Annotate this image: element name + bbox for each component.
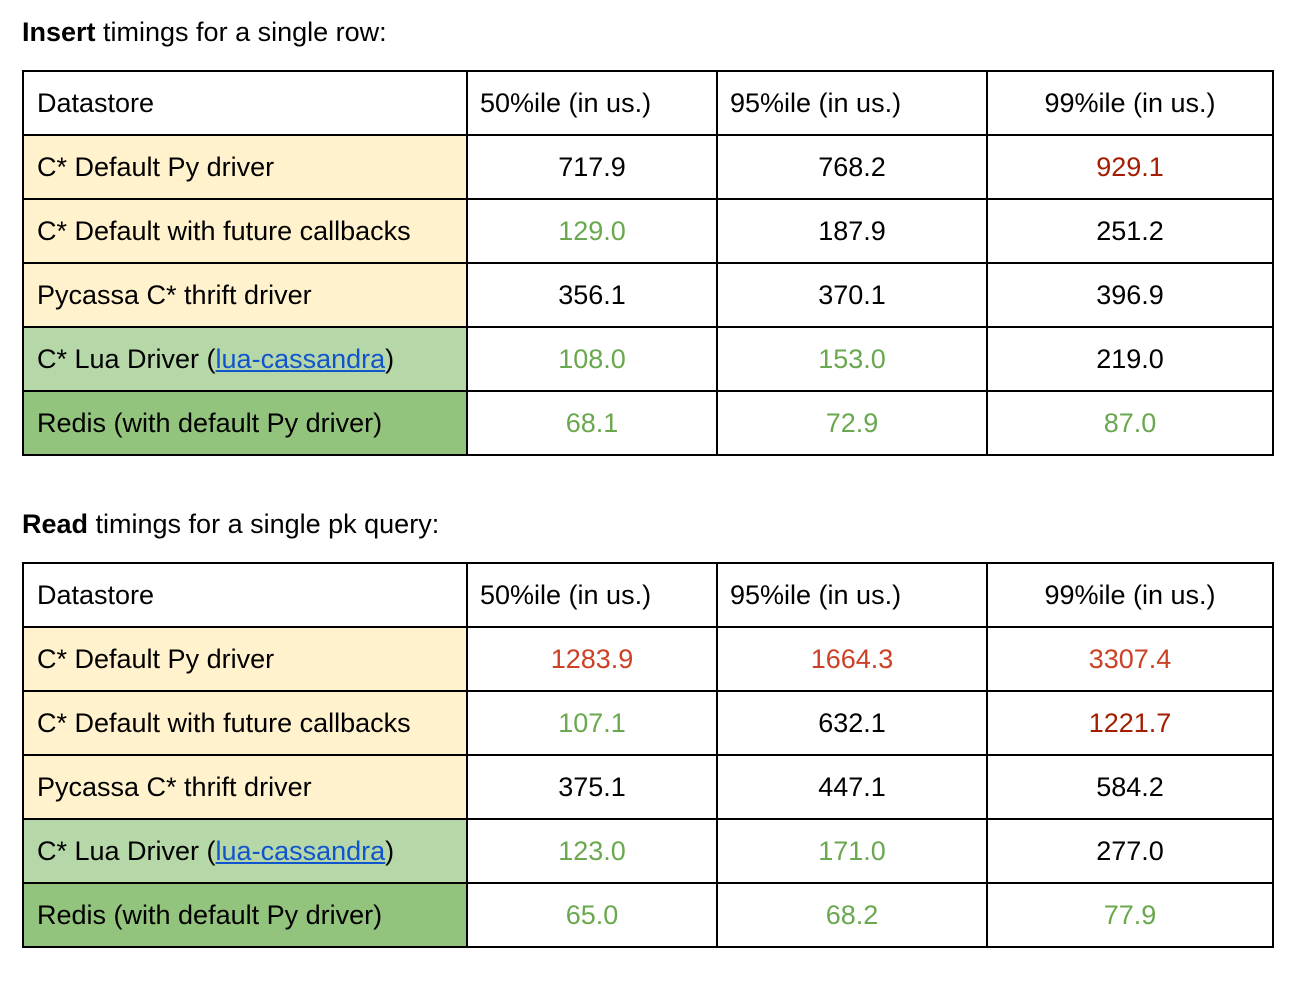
header-p50: 50%ile (in us.) xyxy=(466,70,718,136)
datastore-name: C* Default with future callbacks xyxy=(22,198,468,264)
read-title-rest: timings for a single pk query: xyxy=(88,509,440,539)
p95-value: 632.1 xyxy=(716,690,988,756)
p95-value: 72.9 xyxy=(716,390,988,456)
header-datastore: Datastore xyxy=(22,562,468,628)
p50-value: 68.1 xyxy=(466,390,718,456)
datastore-name: Pycassa C* thrift driver xyxy=(22,754,468,820)
datastore-name: C* Default Py driver xyxy=(22,626,468,692)
table-row: C* Default with future callbacks 129.0 1… xyxy=(22,198,1274,264)
p99-value: 929.1 xyxy=(986,134,1274,200)
p50-value: 375.1 xyxy=(466,754,718,820)
name-prefix: C* Lua Driver ( xyxy=(37,343,216,374)
p50-value: 1283.9 xyxy=(466,626,718,692)
p50-value: 717.9 xyxy=(466,134,718,200)
datastore-name: Redis (with default Py driver) xyxy=(22,882,468,948)
table-row: Redis (with default Py driver) 68.1 72.9… xyxy=(22,390,1274,456)
name-suffix: ) xyxy=(385,835,395,866)
insert-title-bold: Insert xyxy=(22,17,96,47)
table-row: Pycassa C* thrift driver 375.1 447.1 584… xyxy=(22,754,1274,820)
header-p95: 95%ile (in us.) xyxy=(716,70,988,136)
p50-value: 107.1 xyxy=(466,690,718,756)
p99-value: 584.2 xyxy=(986,754,1274,820)
p95-value: 768.2 xyxy=(716,134,988,200)
insert-section-title: Insert timings for a single row: xyxy=(22,16,387,48)
p99-value: 277.0 xyxy=(986,818,1274,884)
p99-value: 251.2 xyxy=(986,198,1274,264)
datastore-name: C* Default Py driver xyxy=(22,134,468,200)
table-header-row: Datastore 50%ile (in us.) 95%ile (in us.… xyxy=(22,562,1274,628)
table-row: C* Lua Driver (lua-cassandra) 123.0 171.… xyxy=(22,818,1274,884)
p95-value: 68.2 xyxy=(716,882,988,948)
p99-value: 219.0 xyxy=(986,326,1274,392)
header-p95: 95%ile (in us.) xyxy=(716,562,988,628)
p50-value: 356.1 xyxy=(466,262,718,328)
table-row: Pycassa C* thrift driver 356.1 370.1 396… xyxy=(22,262,1274,328)
p99-value: 3307.4 xyxy=(986,626,1274,692)
header-p99: 99%ile (in us.) xyxy=(986,562,1274,628)
insert-title-rest: timings for a single row: xyxy=(95,17,387,47)
table-header-row: Datastore 50%ile (in us.) 95%ile (in us.… xyxy=(22,70,1274,136)
table-row: Redis (with default Py driver) 65.0 68.2… xyxy=(22,882,1274,948)
read-timings-table: Datastore 50%ile (in us.) 95%ile (in us.… xyxy=(22,562,1274,948)
insert-timings-table: Datastore 50%ile (in us.) 95%ile (in us.… xyxy=(22,70,1274,456)
datastore-name: C* Lua Driver (lua-cassandra) xyxy=(22,326,468,392)
header-p99: 99%ile (in us.) xyxy=(986,70,1274,136)
lua-cassandra-link[interactable]: lua-cassandra xyxy=(215,835,386,866)
p99-value: 77.9 xyxy=(986,882,1274,948)
table-row: C* Lua Driver (lua-cassandra) 108.0 153.… xyxy=(22,326,1274,392)
table-row: C* Default Py driver 1283.9 1664.3 3307.… xyxy=(22,626,1274,692)
p50-value: 129.0 xyxy=(466,198,718,264)
datastore-name: Redis (with default Py driver) xyxy=(22,390,468,456)
p99-value: 1221.7 xyxy=(986,690,1274,756)
p95-value: 1664.3 xyxy=(716,626,988,692)
p95-value: 171.0 xyxy=(716,818,988,884)
header-p50: 50%ile (in us.) xyxy=(466,562,718,628)
p50-value: 108.0 xyxy=(466,326,718,392)
table-row: C* Default with future callbacks 107.1 6… xyxy=(22,690,1274,756)
p50-value: 65.0 xyxy=(466,882,718,948)
datastore-name: Pycassa C* thrift driver xyxy=(22,262,468,328)
p50-value: 123.0 xyxy=(466,818,718,884)
name-suffix: ) xyxy=(385,343,395,374)
p95-value: 447.1 xyxy=(716,754,988,820)
header-datastore: Datastore xyxy=(22,70,468,136)
lua-cassandra-link[interactable]: lua-cassandra xyxy=(215,343,386,374)
read-section-title: Read timings for a single pk query: xyxy=(22,508,439,540)
name-prefix: C* Lua Driver ( xyxy=(37,835,216,866)
p95-value: 153.0 xyxy=(716,326,988,392)
table-row: C* Default Py driver 717.9 768.2 929.1 xyxy=(22,134,1274,200)
p95-value: 370.1 xyxy=(716,262,988,328)
p99-value: 87.0 xyxy=(986,390,1274,456)
datastore-name: C* Lua Driver (lua-cassandra) xyxy=(22,818,468,884)
read-title-bold: Read xyxy=(22,509,89,539)
p95-value: 187.9 xyxy=(716,198,988,264)
datastore-name: C* Default with future callbacks xyxy=(22,690,468,756)
p99-value: 396.9 xyxy=(986,262,1274,328)
